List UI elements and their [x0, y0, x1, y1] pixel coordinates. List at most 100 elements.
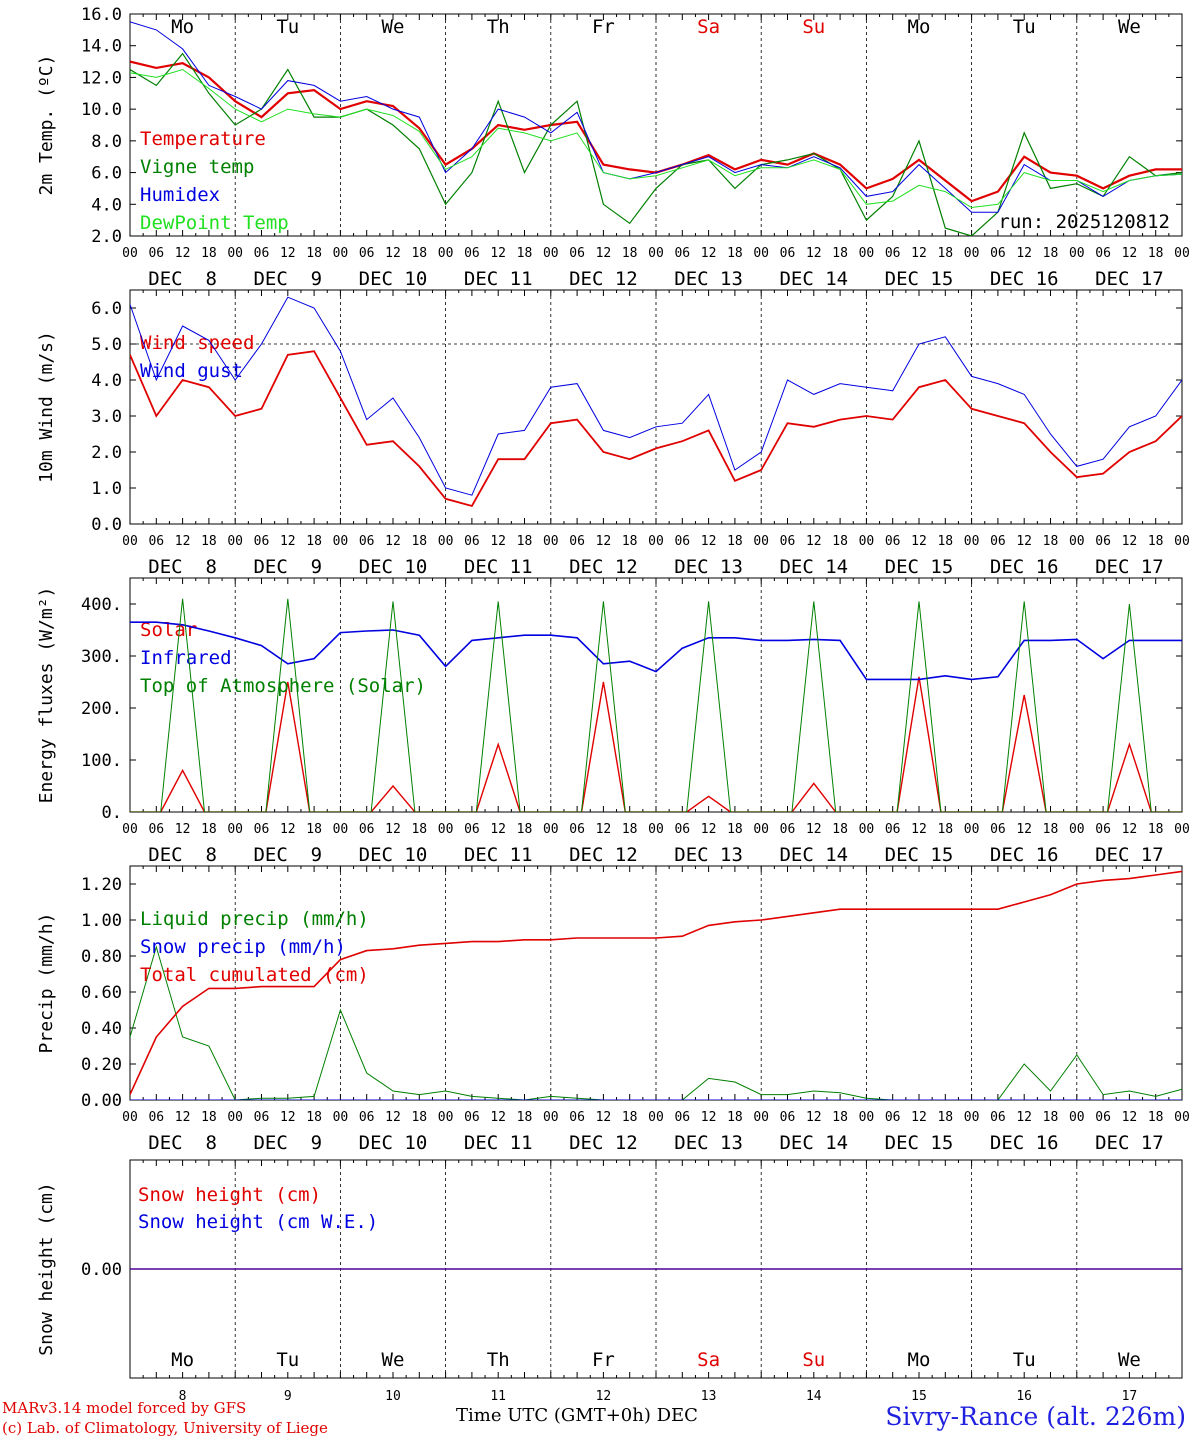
- hour-tick-label: 06: [674, 1110, 690, 1125]
- footer-credits: MARv3.14 model forced by GFS (c) Lab. of…: [2, 1398, 328, 1438]
- hour-tick-label: 18: [832, 822, 848, 837]
- weekday-label: We: [382, 1349, 405, 1371]
- hour-tick-label: 06: [885, 246, 901, 261]
- hour-tick-label: 12: [1016, 246, 1032, 261]
- hour-tick-label: 18: [517, 534, 533, 549]
- hour-tick-label: 00: [227, 534, 243, 549]
- weekday-label: We: [1118, 1349, 1141, 1371]
- hour-tick-label: 00: [122, 246, 138, 261]
- day-number-label: 11: [490, 1389, 506, 1404]
- hour-tick-label: 18: [622, 822, 638, 837]
- hour-tick-label: 06: [464, 822, 480, 837]
- series-wind-gust: [130, 296, 1182, 496]
- hour-tick-label: 06: [359, 246, 375, 261]
- hour-tick-label: 12: [701, 822, 717, 837]
- hour-tick-label: 06: [569, 1110, 585, 1125]
- hour-tick-label: 18: [411, 822, 427, 837]
- y-tick-label: 5.0: [91, 335, 122, 355]
- hour-tick-label: 06: [569, 246, 585, 261]
- y-tick-label: 0.40: [81, 1019, 122, 1039]
- hour-tick-label: 12: [596, 246, 612, 261]
- hour-tick-label: 12: [280, 534, 296, 549]
- hour-tick-label: 06: [780, 1110, 796, 1125]
- hour-tick-label: 00: [859, 822, 875, 837]
- weekday-label: Mo: [171, 1349, 194, 1371]
- date-label: DEC 14: [779, 1132, 848, 1154]
- weekday-label: Tu: [276, 1349, 299, 1371]
- hour-tick-label: 00: [1174, 822, 1190, 837]
- date-label: DEC 10: [359, 844, 428, 866]
- hour-tick-label: 06: [148, 822, 164, 837]
- hour-tick-label: 00: [1174, 534, 1190, 549]
- date-label: DEC 11: [464, 844, 533, 866]
- hour-tick-label: 00: [648, 822, 664, 837]
- legend-entry: Snow height (cm): [138, 1184, 321, 1206]
- hour-tick-label: 06: [885, 822, 901, 837]
- weekday-label: Fr: [592, 16, 615, 38]
- hour-tick-label: 00: [122, 534, 138, 549]
- hour-tick-label: 12: [280, 246, 296, 261]
- y-tick-label: 2.0: [91, 227, 122, 247]
- hour-tick-label: 06: [254, 822, 270, 837]
- series-wind-speed: [130, 350, 1182, 508]
- lab-credit: (c) Lab. of Climatology, University of L…: [2, 1419, 328, 1437]
- hour-tick-label: 00: [438, 1110, 454, 1125]
- hour-tick-label: 18: [1043, 246, 1059, 261]
- y-tick-label: 0.: [102, 803, 122, 823]
- hour-tick-label: 18: [727, 1110, 743, 1125]
- hour-tick-label: 12: [1122, 534, 1138, 549]
- hour-tick-label: 12: [175, 822, 191, 837]
- date-label: DEC 9: [253, 268, 322, 290]
- hour-tick-label: 12: [806, 822, 822, 837]
- y-tick-label: 6.0: [91, 299, 122, 319]
- legend-entry: Top of Atmosphere (Solar): [140, 675, 426, 697]
- weekday-label: Mo: [171, 16, 194, 38]
- date-label: DEC 10: [359, 1132, 428, 1154]
- y-tick-label: 3.0: [91, 407, 122, 427]
- date-label: DEC 8: [148, 268, 217, 290]
- hour-tick-label: 00: [964, 1110, 980, 1125]
- hour-tick-label: 06: [1095, 246, 1111, 261]
- date-label: DEC 11: [464, 268, 533, 290]
- day-number-label: 15: [911, 1389, 927, 1404]
- date-label: DEC 15: [885, 268, 954, 290]
- hour-tick-label: 00: [859, 246, 875, 261]
- date-label: DEC 12: [569, 556, 638, 578]
- weekday-label: Th: [487, 1349, 510, 1371]
- hour-tick-label: 06: [885, 534, 901, 549]
- date-label: DEC 14: [779, 556, 848, 578]
- hour-tick-label: 06: [148, 534, 164, 549]
- hour-tick-label: 06: [464, 1110, 480, 1125]
- date-label: DEC 12: [569, 1132, 638, 1154]
- weekday-label: Tu: [1013, 1349, 1036, 1371]
- hour-tick-label: 00: [964, 534, 980, 549]
- hour-tick-label: 06: [254, 246, 270, 261]
- date-label: DEC 13: [674, 1132, 743, 1154]
- hour-tick-label: 06: [359, 1110, 375, 1125]
- date-label: DEC 16: [990, 844, 1059, 866]
- date-label: DEC 17: [1095, 268, 1164, 290]
- hour-tick-label: 06: [674, 534, 690, 549]
- y-tick-label: 10.0: [81, 100, 122, 120]
- legend-entry: Temperature: [140, 128, 266, 150]
- hour-tick-label: 06: [990, 822, 1006, 837]
- hour-tick-label: 00: [438, 534, 454, 549]
- y-tick-label: 0.60: [81, 983, 122, 1003]
- hour-tick-label: 12: [490, 246, 506, 261]
- y-tick-label: 400.: [81, 595, 122, 615]
- hour-tick-label: 12: [175, 246, 191, 261]
- hour-tick-label: 00: [859, 534, 875, 549]
- date-label: DEC 16: [990, 556, 1059, 578]
- hour-tick-label: 18: [306, 1110, 322, 1125]
- series-dewpoint-temp: [130, 68, 1182, 209]
- y-tick-label: 0.80: [81, 947, 122, 967]
- hour-tick-label: 12: [911, 534, 927, 549]
- hour-tick-label: 00: [333, 1110, 349, 1125]
- hour-tick-label: 12: [596, 534, 612, 549]
- legend-entry: Total cumulated (cm): [140, 964, 369, 986]
- hour-tick-label: 00: [1069, 534, 1085, 549]
- legend-entry: DewPoint Temp: [140, 212, 289, 234]
- date-label: DEC 14: [779, 844, 848, 866]
- hour-tick-label: 12: [701, 246, 717, 261]
- hour-tick-label: 18: [411, 1110, 427, 1125]
